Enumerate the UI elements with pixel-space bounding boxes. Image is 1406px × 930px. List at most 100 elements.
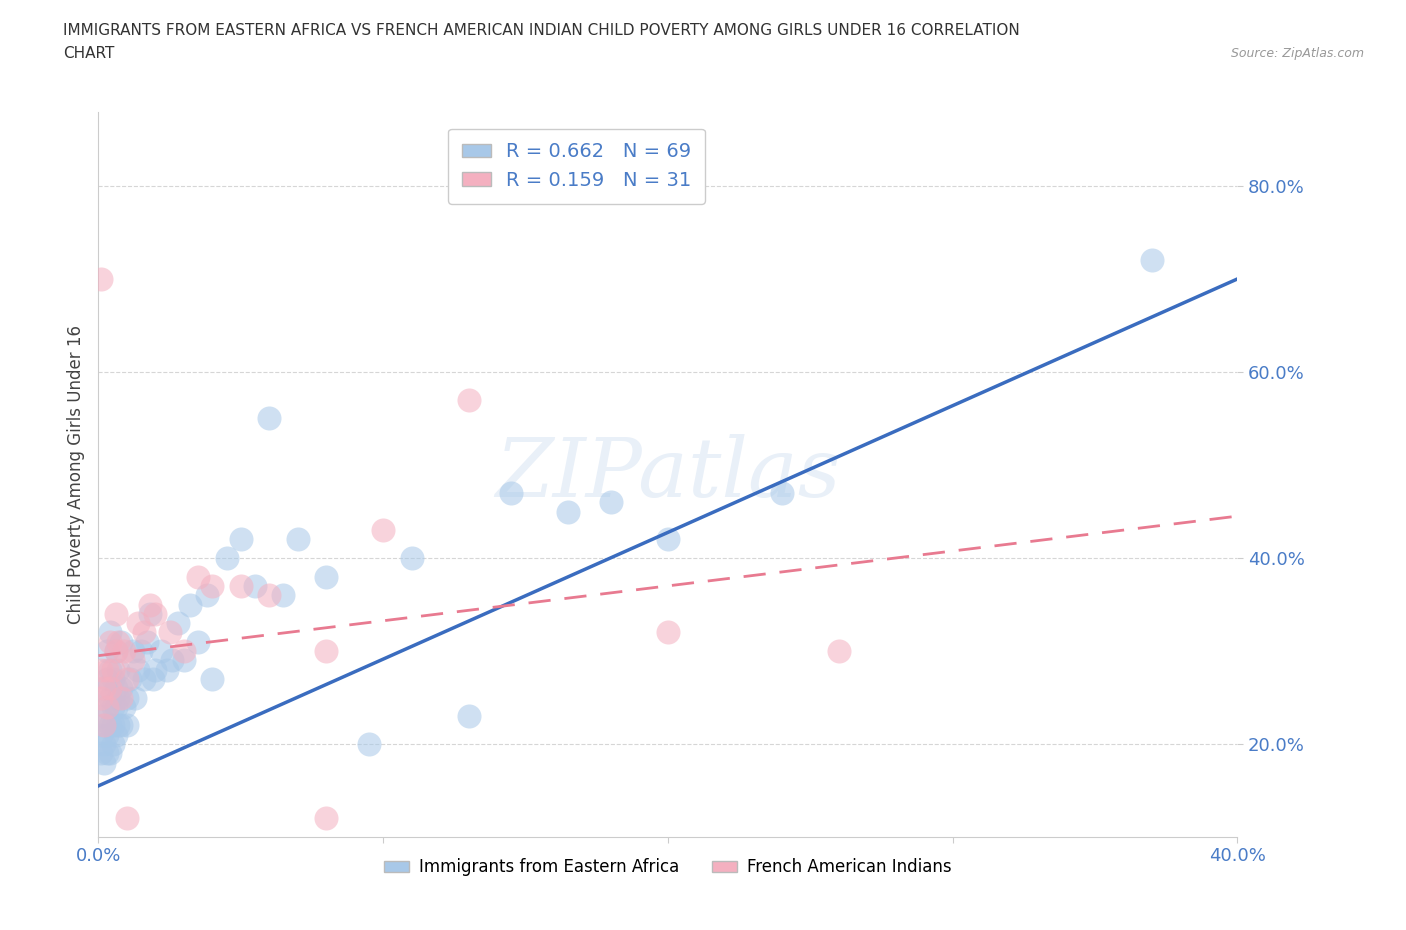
- Point: [112, 699, 135, 714]
- Point: [115, 718, 138, 733]
- Point: [115, 671, 138, 686]
- Point: [243, 578, 266, 593]
- Point: [150, 644, 173, 658]
- Point: [90, 709, 112, 724]
- Point: [159, 625, 181, 640]
- Point: [1140, 253, 1163, 268]
- Point: [112, 644, 135, 658]
- Point: [121, 653, 143, 668]
- Legend: Immigrants from Eastern Africa, French American Indians: Immigrants from Eastern Africa, French A…: [377, 852, 959, 883]
- Point: [90, 662, 112, 677]
- Point: [107, 690, 129, 705]
- Point: [127, 662, 149, 677]
- Point: [115, 811, 138, 826]
- Point: [98, 634, 121, 649]
- Text: IMMIGRANTS FROM EASTERN AFRICA VS FRENCH AMERICAN INDIAN CHILD POVERTY AMONG GIR: IMMIGRANTS FROM EASTERN AFRICA VS FRENCH…: [63, 23, 1019, 38]
- Point: [93, 681, 115, 696]
- Point: [104, 644, 127, 658]
- Point: [101, 671, 124, 686]
- Point: [107, 662, 129, 677]
- Point: [101, 718, 124, 733]
- Point: [600, 495, 623, 510]
- Point: [124, 690, 146, 705]
- Point: [101, 662, 124, 677]
- Point: [229, 578, 252, 593]
- Point: [287, 532, 309, 547]
- Point: [357, 737, 380, 751]
- Point: [557, 504, 579, 519]
- Point: [315, 644, 337, 658]
- Point: [90, 746, 112, 761]
- Point: [828, 644, 851, 658]
- Point: [195, 588, 218, 603]
- Point: [93, 718, 115, 733]
- Point: [135, 634, 157, 649]
- Point: [104, 681, 127, 696]
- Point: [118, 671, 141, 686]
- Point: [229, 532, 252, 547]
- Point: [179, 597, 201, 612]
- Point: [201, 578, 224, 593]
- Point: [104, 727, 127, 742]
- Point: [770, 485, 793, 500]
- Point: [96, 727, 118, 742]
- Point: [110, 634, 132, 649]
- Point: [104, 606, 127, 621]
- Point: [315, 569, 337, 584]
- Point: [138, 597, 160, 612]
- Point: [129, 644, 152, 658]
- Point: [501, 485, 523, 500]
- Point: [101, 699, 124, 714]
- Point: [187, 569, 209, 584]
- Point: [127, 616, 149, 631]
- Point: [98, 690, 121, 705]
- Point: [96, 644, 118, 658]
- Point: [132, 625, 155, 640]
- Point: [259, 588, 281, 603]
- Point: [93, 755, 115, 770]
- Point: [145, 662, 167, 677]
- Point: [96, 671, 118, 686]
- Point: [110, 718, 132, 733]
- Point: [98, 718, 121, 733]
- Point: [401, 551, 423, 565]
- Point: [315, 811, 337, 826]
- Point: [98, 681, 121, 696]
- Y-axis label: Child Poverty Among Girls Under 16: Child Poverty Among Girls Under 16: [66, 325, 84, 624]
- Point: [141, 671, 163, 686]
- Point: [96, 662, 118, 677]
- Point: [110, 681, 132, 696]
- Point: [90, 727, 112, 742]
- Point: [201, 671, 224, 686]
- Point: [187, 634, 209, 649]
- Point: [132, 671, 155, 686]
- Point: [173, 644, 195, 658]
- Point: [115, 690, 138, 705]
- Point: [173, 653, 195, 668]
- Text: ZIPatlas: ZIPatlas: [495, 434, 841, 514]
- Point: [110, 690, 132, 705]
- Point: [98, 625, 121, 640]
- Text: Source: ZipAtlas.com: Source: ZipAtlas.com: [1230, 46, 1364, 60]
- Point: [90, 690, 112, 705]
- Point: [162, 653, 184, 668]
- Point: [98, 746, 121, 761]
- Point: [156, 662, 179, 677]
- Point: [457, 709, 479, 724]
- Point: [215, 551, 238, 565]
- Point: [96, 746, 118, 761]
- Point: [138, 606, 160, 621]
- Point: [259, 411, 281, 426]
- Point: [90, 272, 112, 286]
- Point: [96, 699, 118, 714]
- Point: [145, 606, 167, 621]
- Point: [167, 616, 190, 631]
- Point: [107, 634, 129, 649]
- Point: [93, 681, 115, 696]
- Point: [121, 644, 143, 658]
- Point: [93, 718, 115, 733]
- Point: [104, 644, 127, 658]
- Point: [101, 737, 124, 751]
- Point: [373, 523, 395, 538]
- Point: [457, 392, 479, 407]
